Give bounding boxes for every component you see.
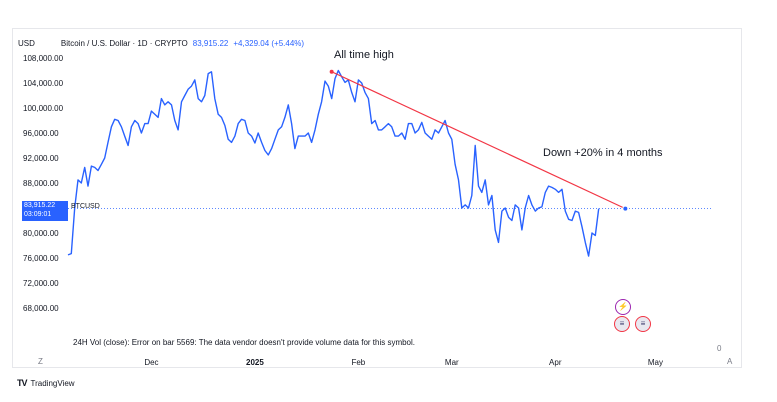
x-tick-label: May	[648, 358, 663, 367]
chart-legend-header: USD Bitcoin / U.S. Dollar · 1D · CRYPTO …	[18, 37, 304, 49]
x-tick-label: Feb	[351, 358, 365, 367]
price-axis-label: 83,915.22 03:09:01	[22, 201, 68, 221]
tradingview-logo-icon: TV	[17, 378, 27, 388]
chart-frame	[12, 28, 742, 368]
trend-line-end-handle[interactable]	[622, 205, 629, 212]
y-tick-label: 96,000.00	[23, 129, 59, 138]
y-tick-label: 80,000.00	[23, 229, 59, 238]
trend-line-start-handle[interactable]	[329, 69, 334, 74]
y-tick-label: 88,000.00	[23, 179, 59, 188]
x-tick-label: Mar	[445, 358, 459, 367]
bar-countdown: 03:09:01	[24, 211, 52, 218]
lightning-event-icon[interactable]: ⚡	[615, 299, 631, 315]
axis-zero-label: 0	[717, 344, 722, 353]
us-flag-event-icon[interactable]: ≡	[614, 316, 630, 332]
brand-name: TradingView	[30, 378, 75, 388]
annotation-all-time-high[interactable]: All time high	[334, 49, 394, 61]
x-tick-label: 2025	[246, 358, 264, 367]
currency-label: USD	[18, 38, 35, 48]
symbol-description[interactable]: Bitcoin / U.S. Dollar · 1D · CRYPTO	[60, 38, 188, 48]
y-tick-label: 100,000.00	[23, 104, 64, 113]
price-change: +4,329.04 (+5.44%)	[233, 38, 305, 48]
price-axis-value: 83,915.22	[24, 202, 56, 209]
volume-error-message: 24H Vol (close): Error on bar 5569: The …	[73, 338, 416, 347]
x-tick-label: Apr	[549, 358, 562, 367]
y-axis: 108,000.00 104,000.00 100,000.00 96,000.00 9…	[23, 54, 64, 313]
us-flag-event-icon[interactable]: ≡	[635, 316, 651, 332]
go-to-start-button[interactable]: Z	[38, 357, 43, 366]
y-tick-label: 104,000.00	[23, 79, 64, 88]
x-tick-label: Dec	[144, 358, 158, 367]
last-price: 83,915.22	[192, 38, 229, 48]
ticker-label: BTCUSD	[71, 203, 100, 210]
auto-scale-button[interactable]: A	[727, 357, 733, 366]
tradingview-brand[interactable]: TV TradingView	[17, 378, 75, 388]
x-axis: Dec 2025 Feb Mar Apr May	[144, 358, 663, 367]
trend-line[interactable]	[331, 71, 626, 210]
y-tick-label: 72,000.00	[23, 279, 59, 288]
y-tick-label: 68,000.00	[23, 304, 59, 313]
annotation-down-20-percent[interactable]: Down +20% in 4 months	[543, 147, 663, 159]
y-tick-label: 92,000.00	[23, 154, 59, 163]
price-series-line	[67, 69, 600, 257]
y-tick-label: 76,000.00	[23, 254, 59, 263]
y-tick-label: 108,000.00	[23, 54, 64, 63]
